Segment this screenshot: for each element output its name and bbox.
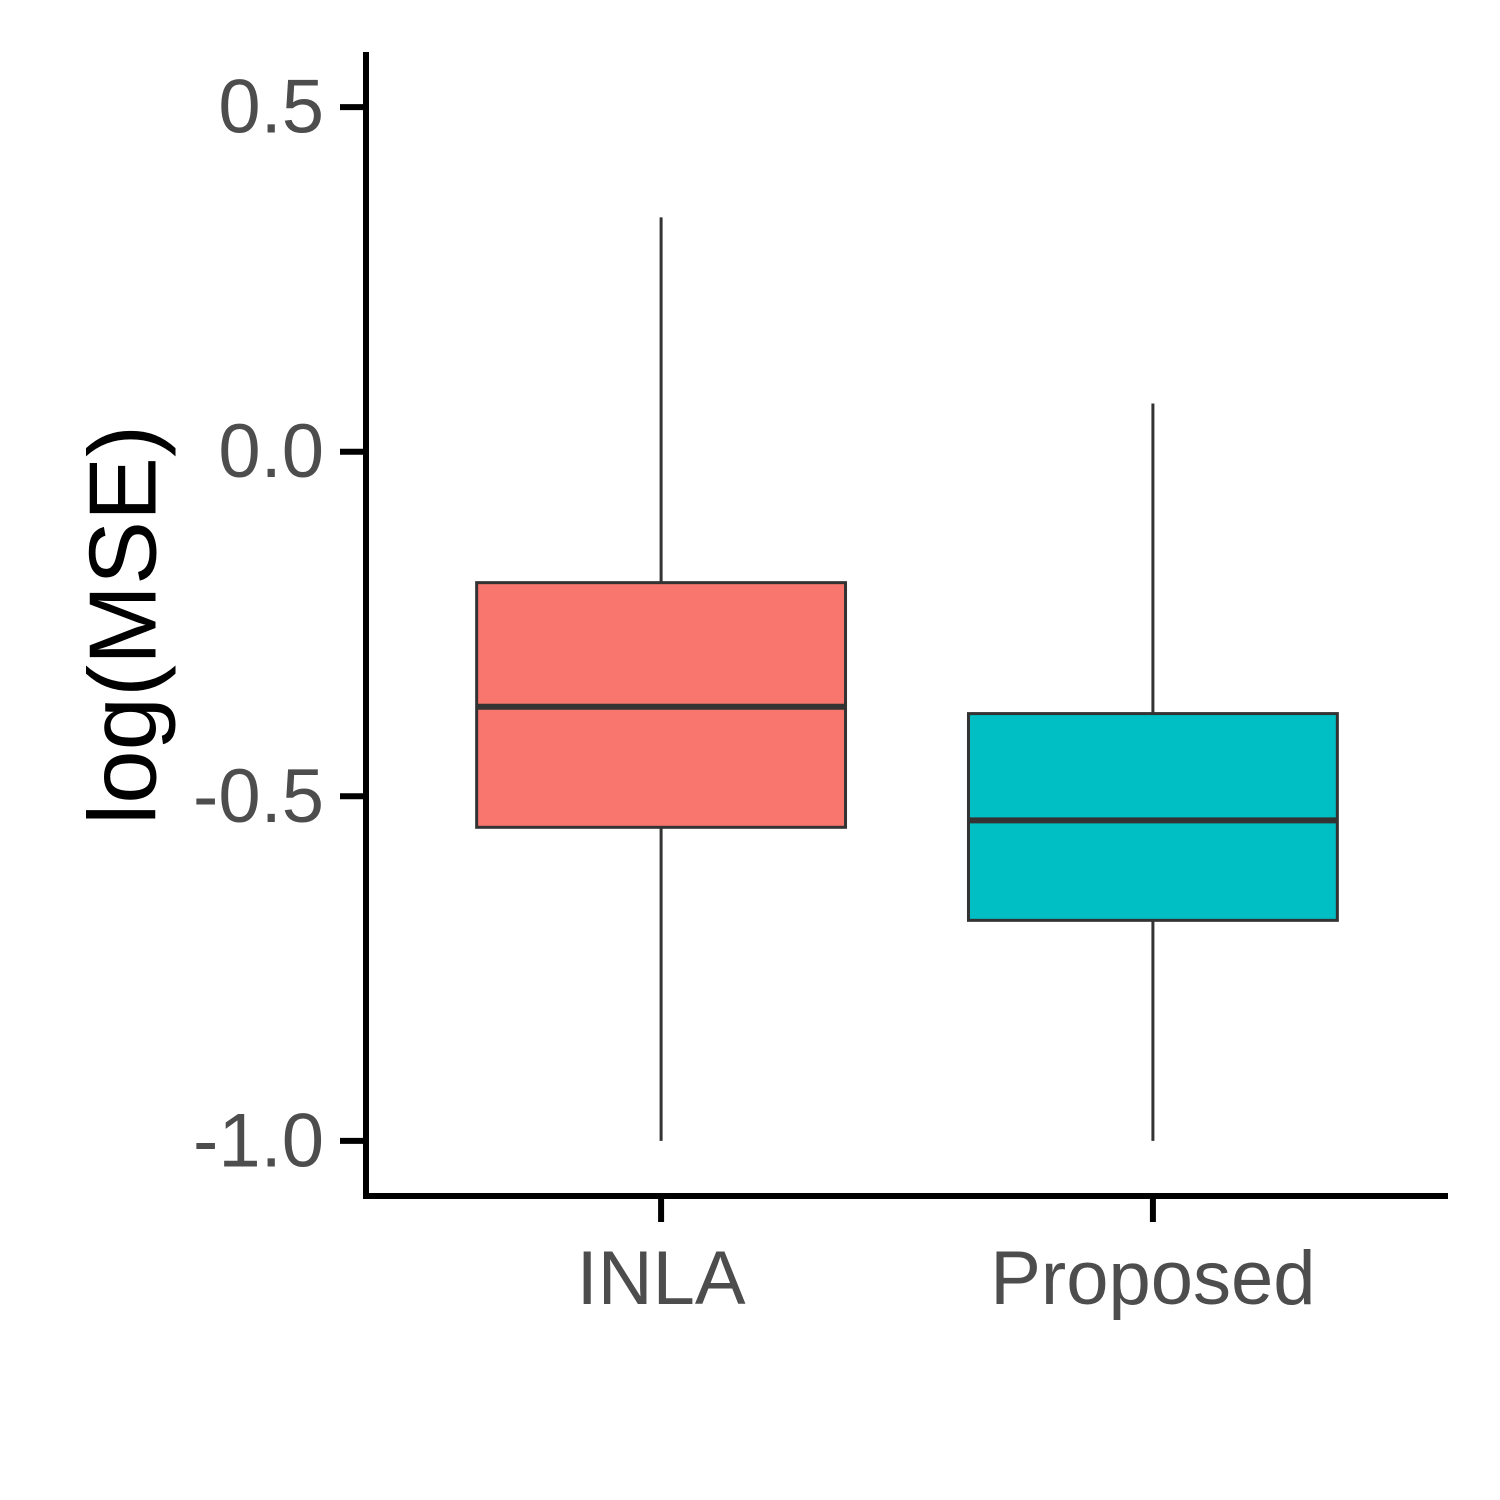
y-tick-label: 0.0: [218, 409, 324, 494]
axes-layer: [363, 52, 1448, 1199]
x-ticks: INLA Proposed: [577, 1196, 1316, 1321]
y-tick-label: 0.5: [218, 65, 324, 150]
y-ticks: -1.0 -0.5 0.0 0.5: [193, 65, 366, 1183]
box-inla: [475, 217, 848, 1141]
iqr-box-proposed: [966, 712, 1339, 922]
y-tick-label: -1.0: [193, 1098, 324, 1183]
x-tick-label-inla: INLA: [577, 1236, 746, 1321]
x-tick-label-proposed: Proposed: [990, 1236, 1315, 1321]
boxes-layer: [475, 217, 1339, 1141]
box-proposed: [966, 403, 1339, 1141]
y-tick-label: -0.5: [193, 754, 324, 839]
y-axis-title: log(MSE): [69, 425, 176, 825]
